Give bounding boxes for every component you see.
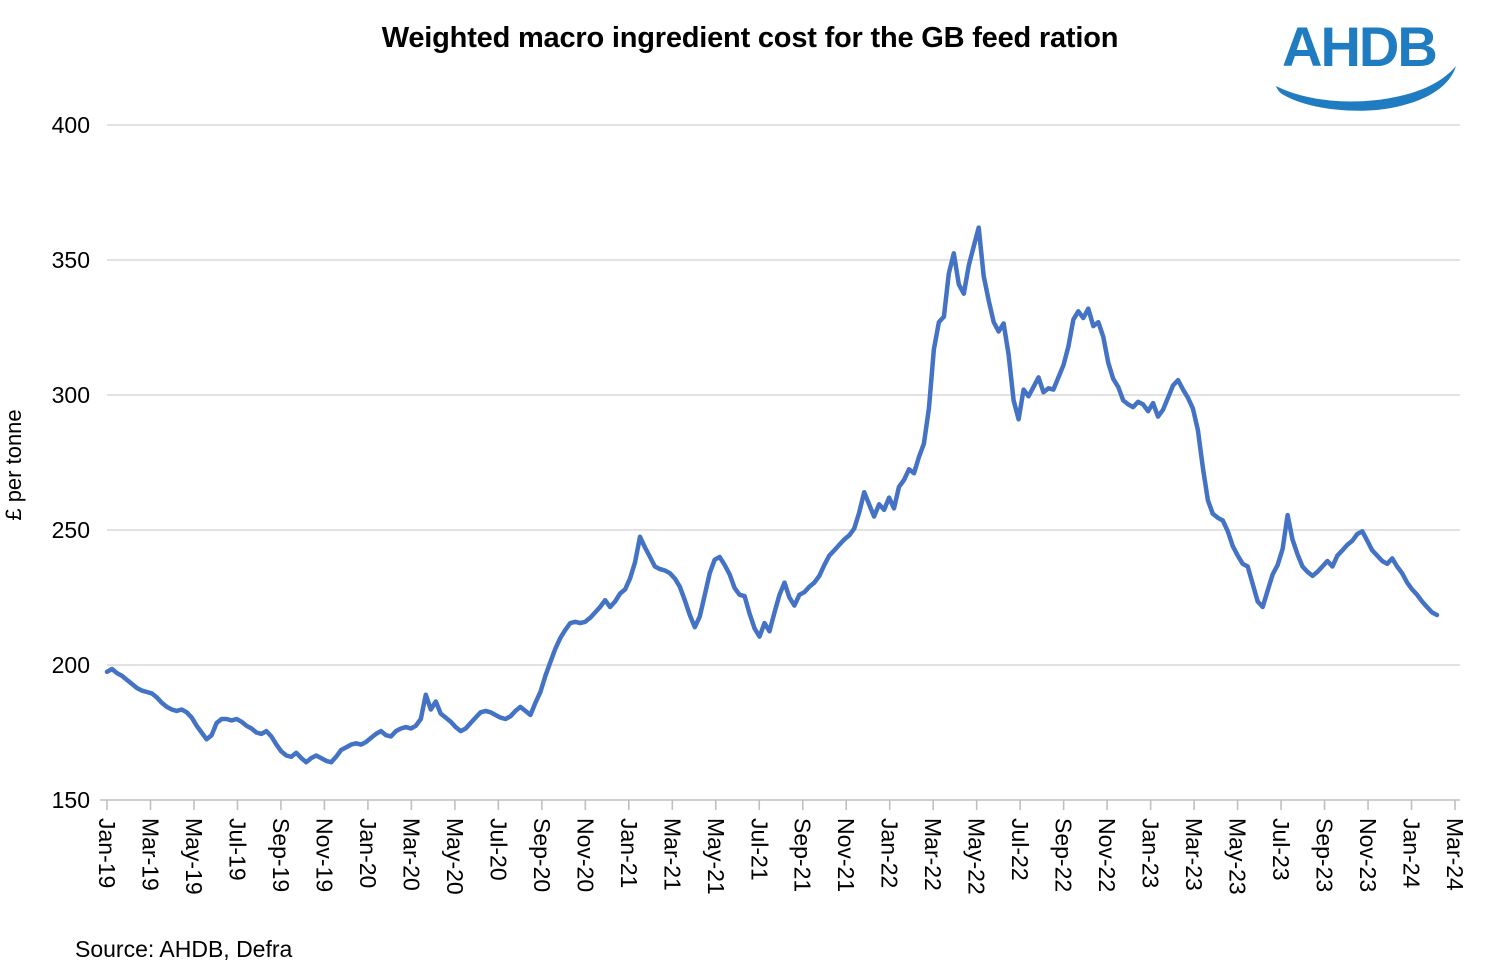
- source-note: Source: AHDB, Defra: [75, 936, 293, 962]
- x-tick-label: Jul-22: [1007, 818, 1033, 881]
- ahdb-logo-swoosh: [1276, 66, 1456, 111]
- x-tick-label: Nov-23: [1355, 818, 1381, 892]
- x-tick-label: Mar-20: [398, 818, 424, 891]
- x-tick-label: Jan-20: [355, 818, 381, 888]
- x-tick-label: Mar-19: [137, 818, 163, 891]
- x-tick-label: Jan-23: [1138, 818, 1164, 888]
- y-tick-label: 200: [52, 652, 90, 678]
- x-tick-label: Jul-20: [485, 818, 511, 881]
- x-tick-label: Mar-21: [659, 818, 685, 891]
- ahdb-logo-text: AHDB: [1282, 15, 1436, 78]
- x-tick-label: Jul-21: [746, 818, 772, 881]
- x-tick-label: Nov-20: [572, 818, 598, 892]
- x-tick-label: Jan-21: [616, 818, 642, 888]
- x-tick-label: Sep-21: [790, 818, 816, 892]
- x-tick-label: Sep-20: [529, 818, 555, 892]
- x-tick-label: Mar-23: [1181, 818, 1207, 891]
- x-tick-label: Sep-19: [268, 818, 294, 892]
- x-tick-label: Sep-22: [1051, 818, 1077, 892]
- x-tick-label: Sep-23: [1312, 818, 1338, 892]
- x-tick-label: May-23: [1225, 818, 1251, 895]
- x-tick-label: Nov-22: [1094, 818, 1120, 892]
- x-tick-label: Jan-19: [94, 818, 120, 888]
- x-tick-label: May-21: [703, 818, 729, 895]
- cost-line: [104, 225, 1440, 765]
- y-tick-label: 350: [52, 247, 90, 273]
- x-tick-label: May-19: [181, 818, 207, 895]
- x-tick-label: Jan-24: [1399, 818, 1425, 889]
- y-tick-label: 400: [52, 112, 90, 138]
- y-tick-label: 150: [52, 787, 90, 813]
- x-tick-label: May-20: [442, 818, 468, 895]
- ahdb-logo: AHDB: [1276, 15, 1456, 111]
- y-tick-label: 300: [52, 382, 90, 408]
- x-tick-label: May-22: [964, 818, 990, 895]
- x-tick-label: Jan-22: [877, 818, 903, 888]
- x-tick-label: Jul-23: [1268, 818, 1294, 881]
- chart-title: Weighted macro ingredient cost for the G…: [381, 22, 1119, 54]
- x-tick-label: Nov-19: [311, 818, 337, 892]
- y-tick-label: 250: [52, 517, 90, 543]
- x-tick-label: Jul-19: [224, 818, 250, 881]
- x-tick-label: Nov-21: [833, 818, 859, 892]
- x-tick-label: Mar-24: [1442, 818, 1468, 891]
- x-tick-label: Mar-22: [920, 818, 946, 891]
